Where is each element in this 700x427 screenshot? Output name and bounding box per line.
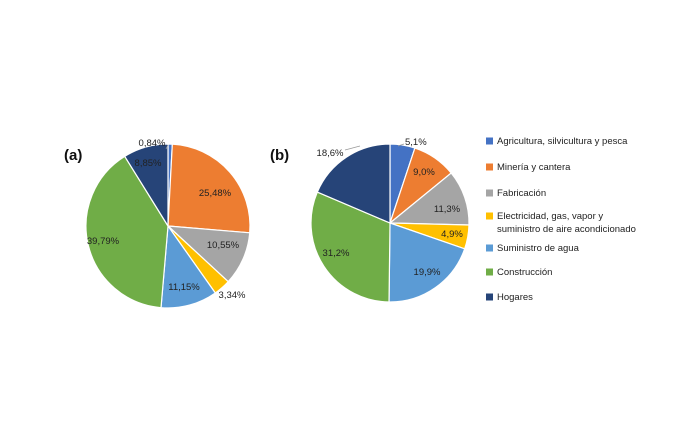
pie-a-slice-5 [85, 155, 169, 309]
legend-label-4: Suministro de agua [497, 243, 580, 254]
legend-swatch-2 [486, 189, 493, 197]
legend-swatch-1 [486, 163, 493, 171]
pie-b-data-label-0: 5,1% [405, 137, 427, 148]
pie-b-data-label-4: 19,9% [414, 267, 441, 278]
panel-label-b: (b) [270, 147, 289, 164]
legend-swatch-5 [486, 268, 493, 276]
pie-a-data-label-6: 8,85% [135, 158, 162, 169]
pie-b-data-label-3: 4,9% [441, 229, 463, 240]
legend-label-3-line2: suministro de aire acondicionado [497, 224, 636, 235]
legend-label-1: Minería y cantera [497, 162, 571, 173]
pie-a-leader-line-0 [165, 144, 169, 150]
pie-a-slice-6 [123, 143, 169, 229]
pie-b-slice-6 [316, 143, 391, 224]
pie-b-slice-4 [388, 222, 466, 303]
pie-b-data-label-5: 31,2% [323, 248, 350, 259]
legend-label-3: Electricidad, gas, vapor y [497, 211, 603, 222]
pie-chart-a: 0,84% 25,48% 10,55% 3,34% 11,15% 39,79% 8,85% [85, 138, 251, 309]
pie-a-data-label-1: 25,48% [199, 188, 232, 199]
pie-b-leader-line-0 [397, 143, 405, 147]
legend-swatch-4 [486, 244, 493, 252]
legend: Agricultura, silvicultura y pesca Minería… [486, 136, 636, 303]
legend-label-0: Agricultura, silvicultura y pesca [497, 136, 628, 147]
legend-label-5: Construcción [497, 267, 552, 278]
legend-swatch-6 [486, 293, 493, 301]
pie-chart-b: 5,1% 9,0% 11,3% 4,9% 19,9% 31,2% 18,6% [310, 137, 470, 303]
panel-label-a: (a) [64, 147, 82, 164]
pie-b-data-label-6: 18,6% [317, 148, 344, 159]
pie-a-slice-1 [167, 143, 251, 234]
pie-a-data-label-3: 3,34% [219, 290, 246, 301]
pie-a-data-label-2: 10,55% [207, 240, 240, 251]
pie-a-data-label-0: 0,84% [139, 138, 166, 149]
legend-label-2: Fabricación [497, 188, 546, 199]
legend-swatch-0 [486, 137, 493, 145]
pie-b-data-label-1: 9,0% [413, 167, 435, 178]
pie-a-data-label-5: 39,79% [87, 236, 120, 247]
pie-b-data-label-2: 11,3% [434, 204, 461, 215]
pie-b-slice-5 [310, 191, 391, 303]
pie-b-leader-line-6 [344, 145, 361, 151]
legend-swatch-3 [486, 212, 493, 220]
legend-label-6: Hogares [497, 292, 533, 303]
pie-a-data-label-4: 11,15% [168, 282, 200, 293]
